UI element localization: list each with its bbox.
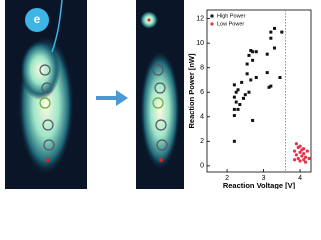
point <box>247 90 251 94</box>
legend-label: High Power <box>217 13 246 19</box>
point <box>273 26 277 30</box>
point <box>251 50 255 54</box>
point <box>245 62 249 66</box>
point <box>236 88 240 92</box>
point <box>300 154 304 158</box>
point <box>241 96 245 100</box>
point <box>232 95 236 99</box>
point <box>307 156 311 161</box>
x-tick-label: 2 <box>225 175 229 182</box>
point <box>269 36 273 40</box>
point <box>294 142 299 146</box>
point <box>273 46 277 50</box>
point <box>298 159 302 163</box>
point <box>292 149 297 153</box>
x-tick-label: 4 <box>298 175 302 182</box>
point <box>249 49 253 52</box>
electron-label: e <box>34 12 41 26</box>
point <box>234 100 238 104</box>
y-tick-label: 10 <box>196 40 204 47</box>
point <box>296 156 300 161</box>
legend-marker <box>210 22 214 26</box>
point <box>298 150 302 154</box>
point <box>243 93 247 97</box>
point <box>265 71 269 75</box>
point <box>251 118 255 122</box>
point <box>302 151 306 156</box>
point <box>302 147 306 151</box>
point <box>232 139 236 143</box>
point <box>292 158 297 162</box>
point <box>302 158 306 162</box>
y-axis-title: Reaction Power [nW] <box>187 53 196 129</box>
point <box>240 80 244 84</box>
arrow <box>96 90 128 106</box>
y-tick-label: 6 <box>200 89 204 96</box>
point <box>303 155 308 159</box>
point <box>232 107 236 111</box>
point <box>245 72 249 76</box>
stm-image-after <box>136 0 184 189</box>
point <box>294 153 299 157</box>
point <box>269 84 273 88</box>
point <box>236 107 240 111</box>
point <box>305 149 309 153</box>
y-tick-label: 12 <box>196 15 204 22</box>
point <box>278 76 282 79</box>
stm-image-before: e <box>5 0 87 189</box>
point <box>269 30 273 34</box>
plot-frame <box>206 9 312 173</box>
point <box>238 103 242 106</box>
point <box>232 83 236 87</box>
x-tick-label: 3 <box>262 175 266 182</box>
y-tick-label: 0 <box>200 163 204 170</box>
point <box>303 160 308 164</box>
point <box>254 76 258 79</box>
point <box>254 50 258 54</box>
point <box>251 58 255 62</box>
point <box>247 53 251 57</box>
point <box>232 114 236 118</box>
legend-marker <box>210 14 214 18</box>
y-tick-label: 2 <box>200 138 204 145</box>
point <box>249 78 253 82</box>
y-tick-label: 4 <box>200 114 204 121</box>
y-tick-label: 8 <box>200 65 204 72</box>
legend-label: Low Power <box>217 21 244 27</box>
point <box>234 90 238 94</box>
point <box>267 85 271 89</box>
point <box>298 144 302 148</box>
x-axis-title: Reaction Voltage [V] <box>223 181 296 189</box>
point <box>265 52 269 56</box>
point <box>280 30 284 34</box>
